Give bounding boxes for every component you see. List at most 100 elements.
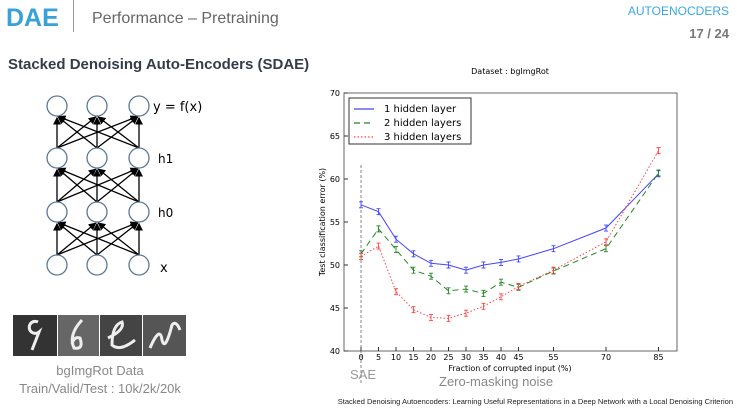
neuron-node	[46, 95, 68, 117]
data-point	[516, 255, 521, 263]
data-point	[481, 289, 486, 297]
series-line-2	[360, 172, 659, 294]
connection-arrow	[96, 116, 139, 149]
series-line-1	[360, 173, 659, 271]
legend-label: 3 hidden layers	[384, 132, 461, 143]
data-point	[429, 314, 433, 321]
data-point	[446, 314, 451, 322]
neuron-node	[46, 147, 68, 169]
data-point	[376, 208, 381, 216]
connection-arrow	[57, 167, 140, 203]
x-axis-label: Fraction of corrupted input (%)	[448, 364, 571, 373]
data-point	[481, 261, 486, 269]
neuron-node	[86, 147, 108, 169]
neuron-node	[46, 201, 68, 223]
data-point	[499, 258, 503, 266]
legend-label: 2 hidden layers	[384, 118, 461, 129]
y-tick-label: 55	[330, 218, 340, 227]
data-point	[359, 201, 363, 209]
connection-arrow	[57, 115, 140, 149]
neuron-node	[128, 147, 150, 169]
data-point	[656, 147, 661, 155]
neuron-node	[86, 201, 108, 223]
data-point	[411, 250, 416, 258]
data-point	[359, 252, 363, 260]
data-point	[464, 266, 468, 274]
neuron-node	[128, 201, 150, 223]
chart-title: Dataset : bgImgRot	[471, 67, 549, 76]
data-point	[376, 242, 381, 250]
label-h1: h1	[158, 152, 173, 166]
x-tick-label: 30	[461, 353, 471, 362]
data-point	[429, 272, 433, 280]
connection-arrow	[57, 168, 98, 203]
data-point	[376, 225, 381, 233]
y-tick-label: 50	[330, 261, 340, 270]
data-point	[604, 245, 608, 253]
x-tick-label: 0	[358, 353, 363, 362]
x-tick-label: 85	[653, 353, 663, 362]
label-x: x	[160, 261, 168, 276]
dataset-split: Train/Valid/Test : 10k/2k/20k	[19, 381, 181, 396]
data-point	[551, 245, 556, 253]
neuron-node	[86, 95, 108, 117]
logo: DAE	[6, 4, 59, 32]
y-tick-label: 65	[330, 132, 340, 141]
y-tick-label: 40	[330, 347, 340, 356]
data-point	[394, 235, 398, 243]
connection-arrow	[56, 168, 97, 203]
x-tick-label: 45	[513, 353, 523, 362]
series-line-3	[360, 150, 659, 319]
legend-label: 1 hidden layer	[384, 104, 457, 115]
data-point	[464, 285, 468, 293]
x-tick-label: 10	[391, 353, 401, 362]
data-point	[604, 238, 608, 246]
neuron-node	[46, 254, 68, 276]
neuron-node	[86, 254, 108, 276]
data-point	[446, 261, 451, 269]
data-point	[481, 302, 486, 310]
label-h0: h0	[158, 206, 173, 220]
data-point	[551, 266, 556, 274]
x-tick-label: 15	[408, 353, 418, 362]
connection-arrow	[57, 116, 98, 149]
digit-samples	[13, 315, 186, 356]
page-title: Performance – Pretraining	[92, 10, 279, 27]
x-tick-label: 55	[548, 353, 558, 362]
data-point	[394, 288, 398, 296]
dataset-caption: bgImgRot Data	[56, 363, 144, 378]
data-point	[446, 287, 451, 295]
data-point	[411, 266, 416, 274]
data-point	[429, 259, 433, 267]
x-tick-label: 70	[601, 353, 611, 362]
connection-arrow	[97, 116, 140, 149]
page-number: 17 / 24	[689, 26, 729, 41]
x-tick-label: 35	[478, 353, 488, 362]
x-tick-label: 20	[426, 353, 436, 362]
data-point	[499, 293, 503, 301]
data-point	[394, 246, 398, 253]
label-y: y = f(x)	[153, 100, 202, 115]
digit-image	[143, 315, 186, 356]
digit-image	[58, 315, 99, 356]
neuron-node	[128, 95, 150, 117]
data-point	[516, 283, 521, 290]
noise-annotation: Zero-masking noise	[439, 374, 554, 389]
y-axis-label: Test classification error (%)	[318, 168, 327, 277]
data-point	[464, 309, 468, 317]
connection-arrow	[97, 222, 140, 256]
connection-arrow	[96, 222, 139, 256]
header-divider	[73, 0, 74, 32]
connection-arrow	[97, 168, 140, 203]
connection-arrow	[57, 222, 98, 256]
x-tick-label: 40	[496, 353, 506, 362]
chart: Dataset : bgImgRot 40 45 50 55 60 65 70 0 5 10 15 2…	[318, 67, 678, 385]
x-tick-label: 25	[443, 353, 453, 362]
data-point	[656, 169, 661, 177]
section-label: AUTOENOCDERS	[627, 4, 729, 18]
connection-arrow	[57, 221, 140, 256]
connection-arrow	[56, 222, 97, 256]
data-point	[411, 306, 416, 314]
